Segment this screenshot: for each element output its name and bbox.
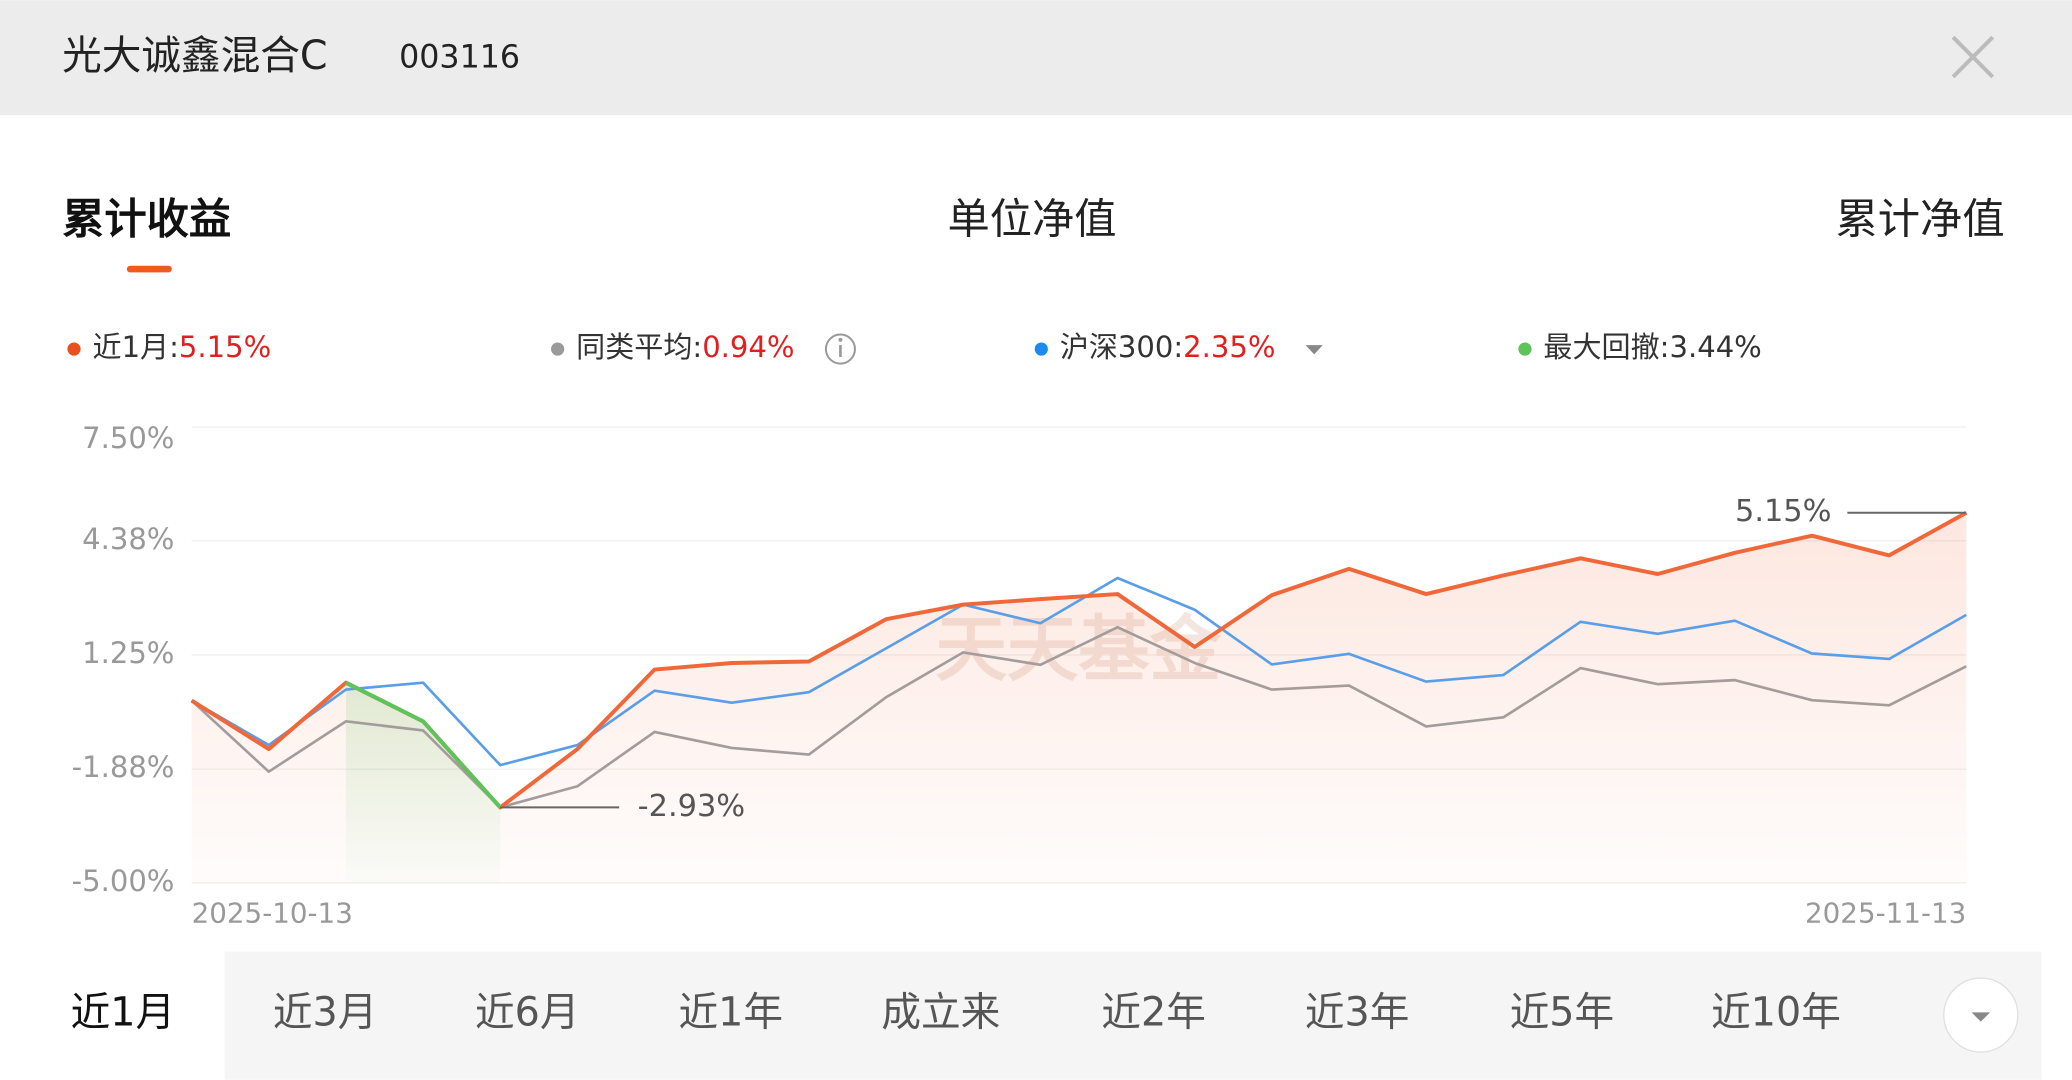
x-tick-label: 2025-11-13 [1805,897,1966,930]
info-icon [838,337,843,342]
legend-name: 最大回撤: [1543,330,1669,364]
legend-value: 2.35% [1183,330,1275,364]
legend-entry: 最大回撤:3.44% [1543,330,1761,364]
legend-value: 0.94% [702,330,794,364]
legend-name: 同类平均: [576,330,702,364]
range-option[interactable]: 成立来 [881,990,1000,1036]
y-tick-label: 4.38% [82,522,174,556]
legend-dot [551,342,565,356]
fund-code: 003116 [399,39,520,75]
range-option[interactable]: 近1月 [71,990,175,1036]
y-tick-label: 1.25% [82,636,174,670]
annotation: -2.93% [638,789,745,824]
close-button[interactable] [1951,35,1995,79]
legend-entry: 同类平均:0.94% [576,330,794,364]
area [191,512,1967,883]
range-option[interactable]: 近1年 [679,990,783,1036]
dropdown-icon [1305,345,1323,355]
y-tick-label: -5.00% [72,864,175,898]
line [190,576,1967,767]
range-option[interactable]: 近6月 [475,990,579,1036]
line [345,680,502,809]
legend-dot [1034,342,1048,356]
tab-indicator [126,265,172,273]
tab[interactable]: 单位净值 [947,195,1116,244]
range-option[interactable]: 近5年 [1510,990,1614,1036]
legend-entry: 近1月:5.15% [93,330,272,364]
x-tick-label: 2025-10-13 [192,897,353,930]
tab[interactable]: 累计净值 [1836,195,2005,244]
range-option[interactable]: 近3月 [273,990,377,1036]
legend-dot [67,342,81,356]
legend-value: 3.44% [1669,330,1761,364]
area [345,682,501,883]
legend-name: 近1月: [93,330,179,364]
legend-entry: 沪深300:2.35% [1060,330,1276,364]
y-tick-label: -1.88% [72,750,175,784]
range-bar [224,951,2042,1080]
range-option[interactable]: 近3年 [1305,990,1409,1036]
range-option[interactable]: 近10年 [1711,990,1841,1036]
range-more-icon [1971,1012,1991,1022]
annotation: 5.15% [1735,494,1831,529]
y-tick-label: 7.50% [82,421,174,455]
header-bg [0,0,2072,116]
range-option[interactable]: 近2年 [1101,990,1205,1036]
legend-dot [1518,342,1532,356]
tab[interactable]: 累计收益 [62,195,231,244]
fund-title: 光大诚鑫混合C [62,33,327,79]
info-icon [824,333,856,365]
legend-value: 5.15% [179,330,271,364]
legend-name: 沪深300: [1060,330,1183,364]
